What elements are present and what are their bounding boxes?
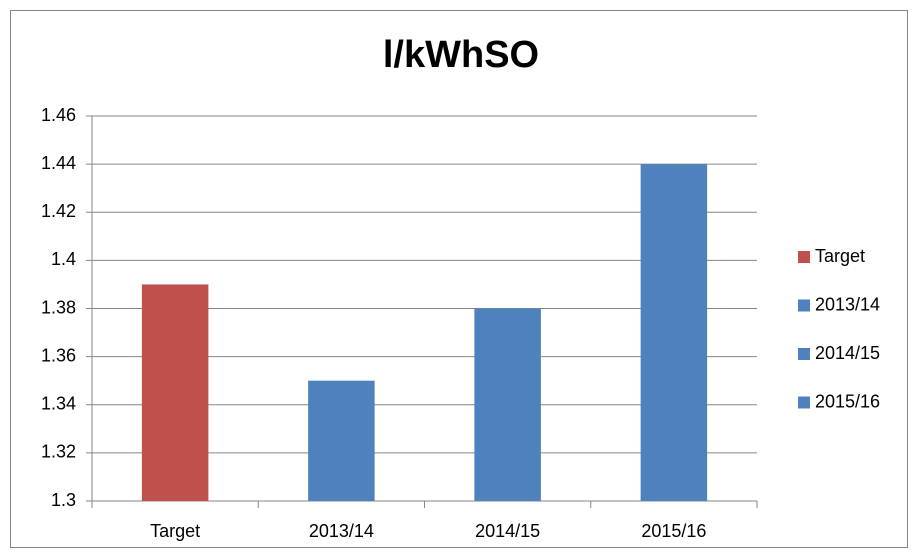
legend-swatch [798,348,810,360]
legend-label: 2014/15 [815,343,880,363]
y-tick-label: 1.3 [51,490,76,510]
bar [640,164,708,501]
y-tick-label: 1.46 [41,105,76,125]
y-tick-label: 1.36 [41,345,76,365]
x-tick-label: Target [150,521,200,541]
y-tick-label: 1.32 [41,442,76,462]
y-tick-label: 1.34 [41,394,76,414]
legend-label: 2013/14 [815,294,880,314]
bar [474,308,541,501]
x-tick-label: 2013/14 [309,521,374,541]
y-tick-label: 1.42 [41,201,76,221]
legend-label: 2015/16 [815,391,880,411]
y-tick-label: 1.44 [41,153,76,173]
chart-title: l/kWhSO [383,34,539,76]
legend-label: Target [815,246,865,266]
y-tick-label: 1.4 [51,249,76,269]
bar [141,284,209,501]
x-tick-label: 2014/15 [475,521,540,541]
bar [308,380,375,501]
x-tick-label: 2015/16 [641,521,706,541]
legend-swatch [798,396,810,409]
legend-swatch [798,251,810,263]
y-tick-label: 1.38 [41,297,76,317]
legend-swatch [798,299,810,312]
